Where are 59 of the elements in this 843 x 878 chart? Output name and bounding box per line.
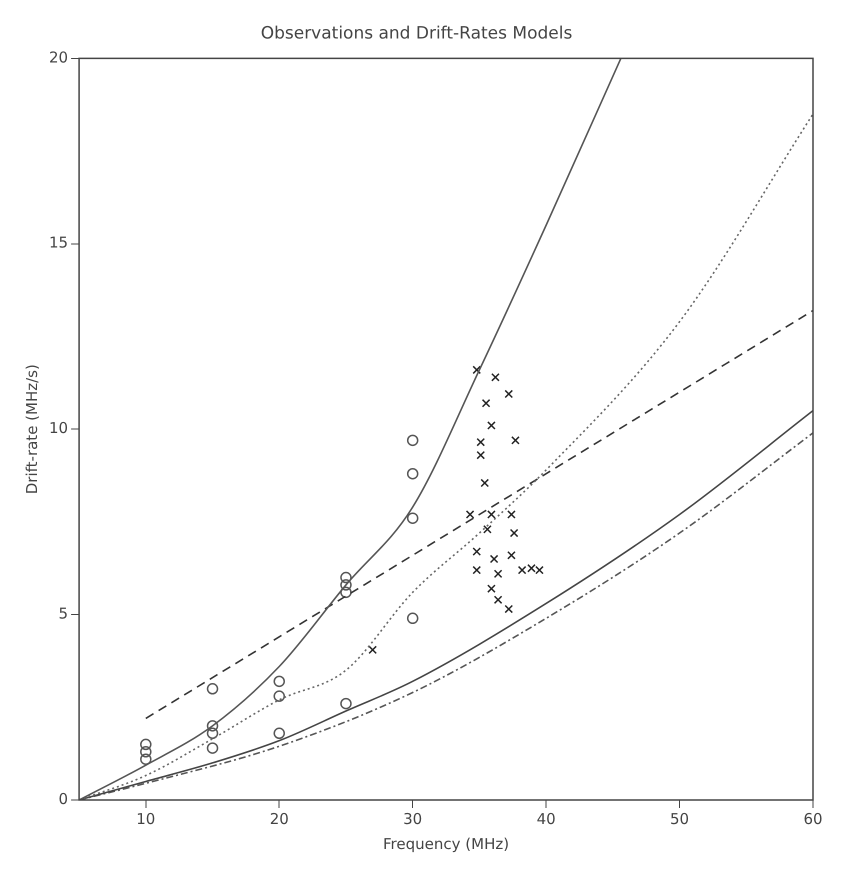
point: [487, 584, 496, 593]
point: [487, 421, 496, 430]
x-axis-title: Frequency (MHz): [383, 834, 510, 853]
point: [340, 572, 352, 584]
point: [140, 746, 152, 758]
point: [487, 510, 496, 519]
point: [472, 547, 482, 556]
point: [206, 742, 218, 754]
point: [340, 698, 352, 710]
point: [140, 738, 152, 750]
x-tick-label: 20: [270, 810, 289, 828]
x-tick-label: 30: [403, 810, 422, 828]
point: [466, 510, 474, 519]
point: [507, 510, 516, 519]
point: [476, 450, 486, 460]
point: [480, 478, 490, 488]
point: [518, 566, 526, 574]
point: [483, 525, 492, 534]
point: [140, 753, 152, 765]
point: [472, 366, 482, 374]
y-tick-label: 20: [48, 48, 68, 66]
point: [504, 604, 514, 614]
y-tick-label: 10: [48, 419, 68, 438]
point: [527, 564, 536, 573]
point: [406, 468, 418, 480]
point: [273, 690, 285, 702]
point: [535, 566, 544, 574]
point: [340, 586, 352, 598]
point: [206, 720, 218, 732]
y-tick-label: 15: [48, 234, 68, 252]
point: [406, 612, 418, 624]
point: [491, 373, 500, 382]
point: [472, 566, 482, 574]
point: [206, 683, 218, 695]
point: [511, 436, 520, 445]
point: [482, 398, 490, 408]
y-tick-label: 5: [58, 604, 68, 622]
point: [368, 646, 377, 654]
point: [510, 528, 518, 538]
point: [494, 595, 502, 604]
x-tick-label: 60: [803, 810, 823, 828]
point: [504, 390, 514, 398]
line-series: [145, 310, 813, 720]
x-tick-label: 10: [136, 810, 156, 828]
point: [273, 676, 285, 688]
y-tick-label: 0: [58, 790, 68, 808]
y-axis-title: Drift-rate (MHz/s): [22, 364, 41, 494]
point: [206, 728, 218, 740]
point: [273, 728, 285, 740]
point: [490, 554, 498, 564]
point: [507, 550, 516, 560]
point: [406, 434, 418, 446]
x-tick-label: 40: [536, 810, 556, 828]
point: [476, 438, 486, 446]
point: [340, 579, 352, 591]
point: [494, 570, 502, 578]
x-tick-label: 50: [670, 810, 690, 828]
chart-title: Observations and Drift-Rates Models: [260, 24, 572, 44]
point: [406, 512, 418, 524]
